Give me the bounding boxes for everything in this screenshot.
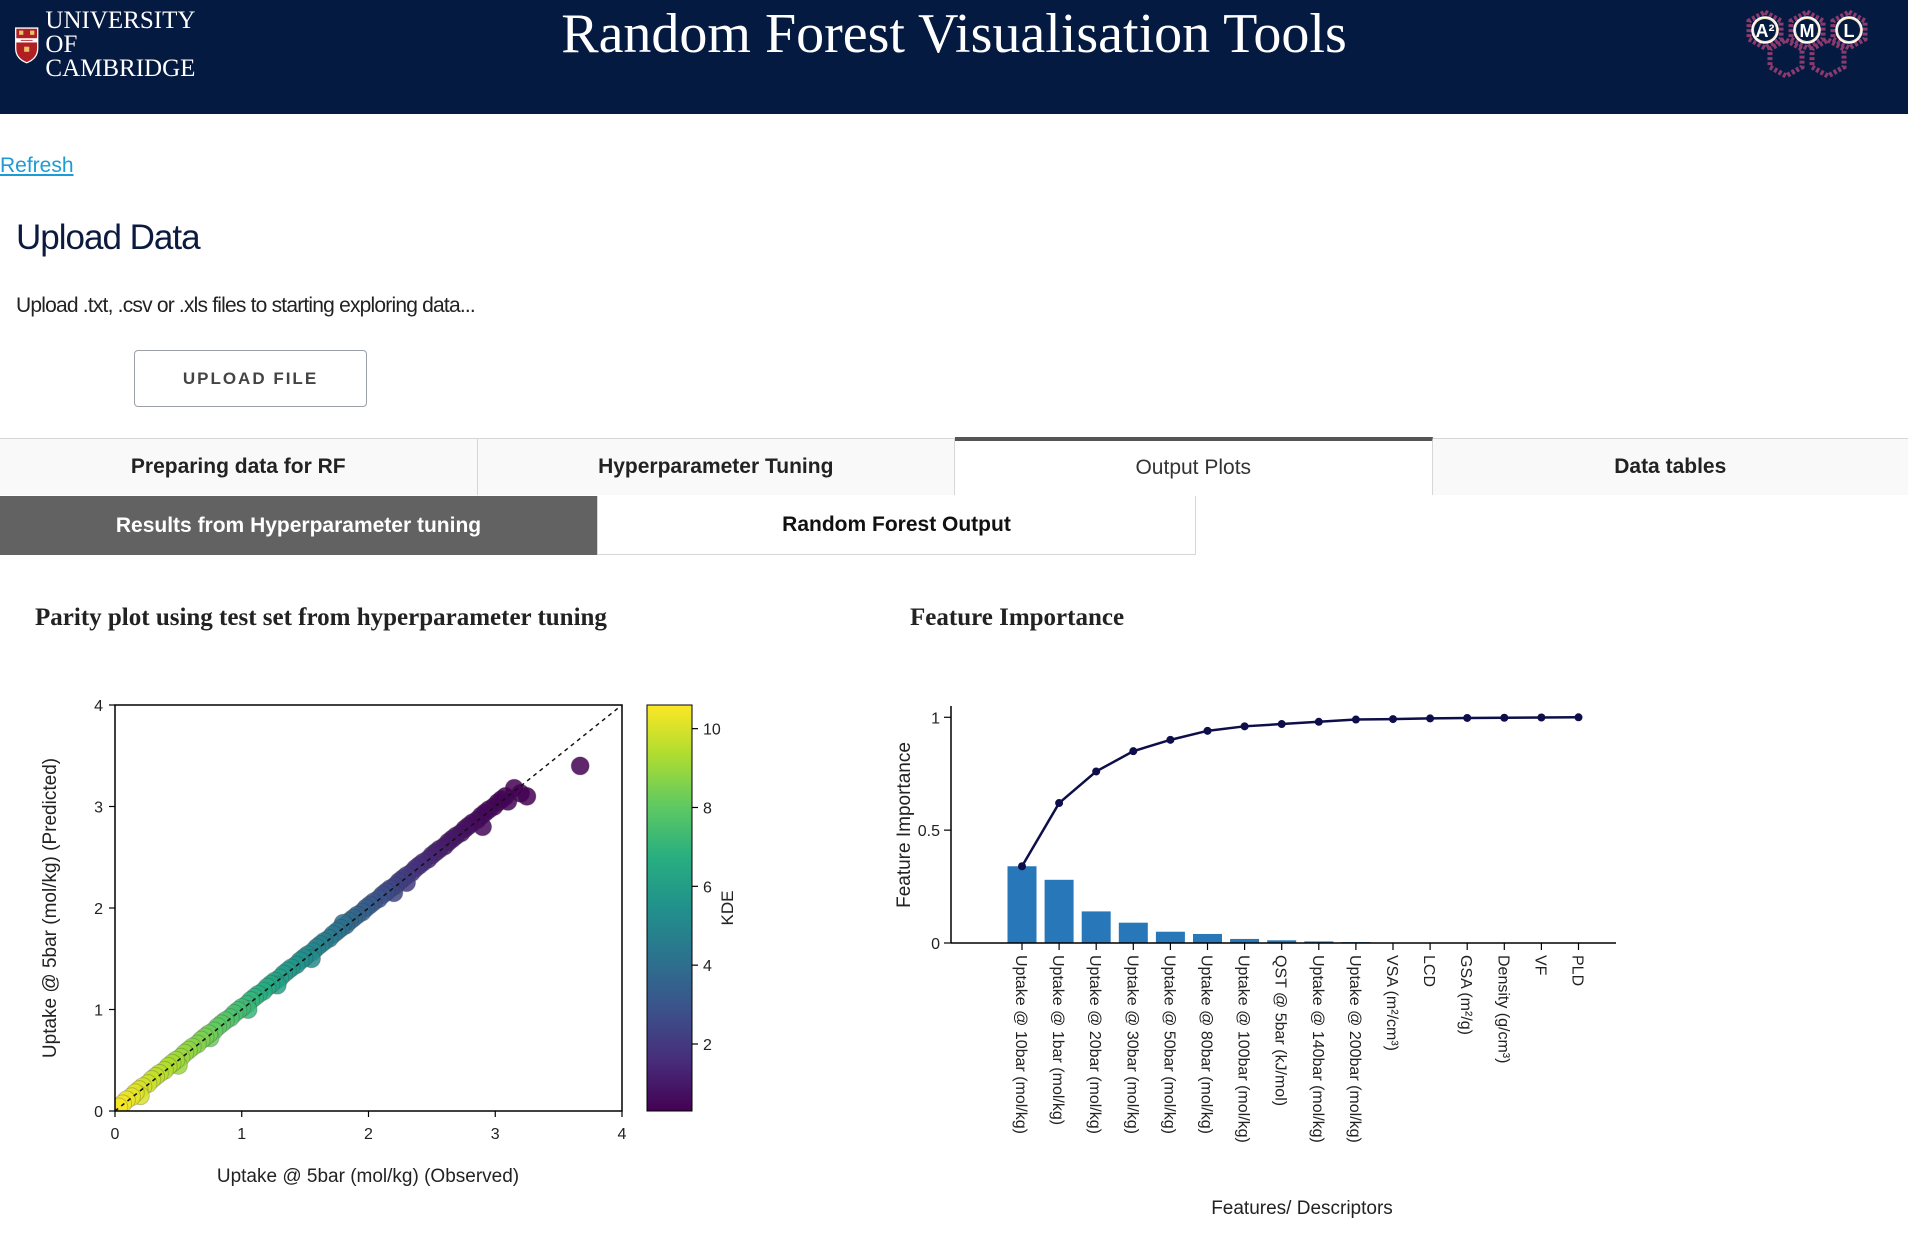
feature-importance-bar (1155, 931, 1185, 943)
kde-colorbar (646, 704, 693, 1112)
tab-output-plots[interactable]: Output Plots (955, 437, 1433, 495)
parity-y-tick-label: 2 (94, 901, 103, 918)
cumulative-importance-point (1055, 799, 1064, 808)
parity-plot-title: Parity plot using test set from hyperpar… (35, 604, 607, 631)
tab-hyperparameter-tuning[interactable]: Hyperparameter Tuning (477, 439, 955, 495)
cumulative-importance-line (1020, 716, 1579, 867)
feature-importance-plot: 0 0.5 1 Uptake @ 10bar (mol/kg) Uptake @ 1b… (894, 706, 1616, 1219)
cumulative-importance-point (1129, 747, 1138, 756)
colorbar-tick-label: 4 (703, 958, 712, 975)
feature-importance-bar (1193, 933, 1222, 943)
fi-x-tick-label: Uptake @ 50bar (mol/kg) (1160, 955, 1177, 1134)
feature-importance-bar (1118, 922, 1148, 943)
app-header: UNIVERSITY OF CAMBRIDGE Random Forest Vi… (0, 0, 1908, 114)
colorbar-tick-label: 2 (703, 1037, 712, 1054)
fi-x-tick-label: Uptake @ 20bar (mol/kg) (1086, 955, 1103, 1134)
upload-file-button[interactable]: UPLOAD FILE (134, 350, 367, 407)
refresh-link[interactable]: Refresh (0, 154, 74, 177)
fi-x-tick-label: Uptake @ 140bar (mol/kg) (1309, 955, 1326, 1143)
subtab-hyperparameter-results[interactable]: Results from Hyperparameter tuning (0, 496, 597, 555)
parity-x-tick-label: 1 (237, 1126, 246, 1143)
university-name: UNIVERSITY OF CAMBRIDGE (45, 7, 204, 82)
upload-section-title: Upload Data (16, 218, 201, 257)
fi-x-tick-label: QST @ 5bar (kJ/mol) (1272, 955, 1289, 1106)
sub-tabs: Results from Hyperparameter tuning Rando… (0, 496, 1196, 555)
badge-letter-m: M (1800, 21, 1815, 41)
fi-y-axis-label: Feature Importance (894, 742, 915, 908)
parity-x-tick-label: 2 (364, 1126, 373, 1143)
fi-x-tick-label: Uptake @ 100bar (mol/kg) (1235, 955, 1252, 1143)
cambridge-shield-icon (15, 27, 39, 64)
feature-importance-bar (1304, 941, 1334, 943)
feature-importance-title: Feature Importance (910, 604, 1125, 631)
fi-x-tick-label: Density (g/cm³) (1494, 955, 1511, 1063)
fi-x-tick-label: VF (1531, 955, 1548, 976)
feature-importance-bar (1081, 911, 1111, 943)
fi-x-tick-label: VSA (m²/cm³) (1383, 955, 1400, 1051)
cumulative-importance-point (1351, 715, 1360, 724)
cumulative-importance-point (1018, 862, 1026, 871)
university-line-2: CAMBRIDGE (45, 55, 196, 82)
fi-x-tick-label: GSA (m²/g) (1457, 955, 1474, 1035)
fi-x-tick-label: PLD (1569, 955, 1586, 986)
a2ml-logo-icon[interactable]: A² M L (1740, 4, 1890, 82)
upload-description: Upload .txt, .csv or .xls files to start… (16, 294, 476, 317)
feature-importance-bar (1044, 879, 1074, 943)
badge-letter-l: L (1844, 21, 1855, 41)
university-line-1: UNIVERSITY OF (45, 7, 195, 58)
badge-letter-a: A² (1756, 21, 1775, 41)
cumulative-importance-point (1092, 767, 1101, 776)
colorbar-tick-label: 8 (703, 800, 712, 817)
fi-y-tick-label: 0 (931, 936, 940, 953)
fi-x-tick-label: Uptake @ 80bar (mol/kg) (1198, 955, 1215, 1134)
feature-importance-bar (1007, 866, 1037, 943)
tab-data-tables[interactable]: Data tables (1432, 439, 1908, 495)
subtab-random-forest-output[interactable]: Random Forest Output (597, 496, 1196, 555)
parity-y-tick-label: 1 (94, 1003, 103, 1020)
parity-x-tick-label: 0 (111, 1126, 120, 1143)
feature-importance-bar (1267, 940, 1297, 943)
parity-point (498, 791, 518, 811)
fi-x-tick-label: Uptake @ 200bar (mol/kg) (1346, 955, 1363, 1143)
fi-x-tick-label: LCD (1420, 955, 1437, 987)
cumulative-importance-point (1166, 735, 1175, 744)
colorbar-tick-label: 6 (703, 879, 712, 896)
parity-x-tick-label: 4 (618, 1126, 627, 1143)
page-title: Random Forest Visualisation Tools (561, 3, 1347, 65)
fi-x-tick-label: Uptake @ 30bar (mol/kg) (1123, 955, 1140, 1134)
parity-y-tick-label: 0 (94, 1104, 103, 1121)
cumulative-importance-point (1314, 717, 1323, 726)
feature-importance-bar (1230, 938, 1260, 943)
fi-y-tick-label: 0.5 (918, 823, 940, 840)
colorbar-label: KDE (718, 891, 737, 926)
cumulative-importance-point (1537, 713, 1546, 722)
fi-x-axis-label: Features/ Descriptors (1211, 1198, 1393, 1219)
cambridge-logo[interactable]: UNIVERSITY OF CAMBRIDGE (14, 8, 204, 81)
main-tabs: Preparing data for RF Hyperparameter Tun… (0, 437, 1908, 495)
parity-point (570, 756, 590, 776)
fi-x-tick-label: Uptake @ 10bar (mol/kg) (1012, 955, 1029, 1134)
cumulative-importance-point (1277, 720, 1286, 729)
cumulative-importance-point (1240, 722, 1249, 731)
colorbar-tick-label: 10 (703, 722, 721, 739)
parity-plot: 0 1 2 3 4 0 1 2 3 4 Uptake @ 5bar (mol/kg) (Obse… (40, 698, 737, 1187)
parity-y-tick-label: 3 (94, 800, 103, 817)
parity-y-tick-label: 4 (94, 698, 103, 715)
cumulative-importance-point (1426, 714, 1435, 723)
cumulative-importance-point (1500, 713, 1509, 722)
parity-y-axis-label: Uptake @ 5bar (mol/kg) (Predicted) (40, 758, 61, 1058)
parity-point (115, 1097, 129, 1111)
cumulative-importance-point (1389, 715, 1397, 724)
cumulative-importance-point (1203, 726, 1212, 735)
fi-y-tick-label: 1 (931, 710, 940, 727)
parity-x-tick-label: 3 (491, 1126, 500, 1143)
cumulative-importance-point (1463, 713, 1472, 722)
parity-x-axis-label: Uptake @ 5bar (mol/kg) (Observed) (217, 1166, 519, 1187)
fi-x-tick-label: Uptake @ 1bar (mol/kg) (1049, 955, 1066, 1125)
tab-preparing-data[interactable]: Preparing data for RF (0, 439, 478, 495)
cumulative-importance-point (1574, 713, 1583, 722)
